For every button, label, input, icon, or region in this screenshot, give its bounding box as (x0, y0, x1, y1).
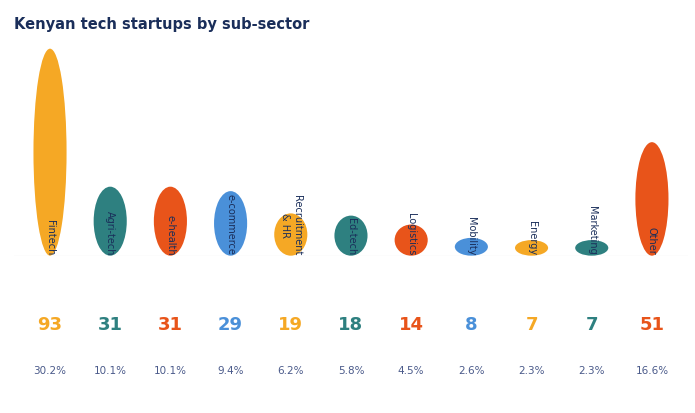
Text: 6.2%: 6.2% (277, 365, 304, 375)
Text: 2.3%: 2.3% (578, 365, 605, 375)
Text: Mobility: Mobility (466, 216, 476, 254)
Ellipse shape (635, 143, 669, 256)
Text: 4.5%: 4.5% (398, 365, 425, 375)
Text: 9.4%: 9.4% (218, 365, 244, 375)
Text: 5.8%: 5.8% (338, 365, 364, 375)
Ellipse shape (515, 240, 548, 256)
Text: 14: 14 (399, 316, 424, 333)
Ellipse shape (94, 187, 126, 256)
Text: 51: 51 (639, 316, 664, 333)
Text: 10.1%: 10.1% (94, 365, 126, 375)
Ellipse shape (395, 225, 427, 256)
Ellipse shape (334, 216, 368, 256)
Text: 7: 7 (525, 316, 538, 333)
Text: 16.6%: 16.6% (635, 365, 669, 375)
Text: 2.6%: 2.6% (458, 365, 484, 375)
Text: 31: 31 (98, 316, 123, 333)
Text: e-commerce: e-commerce (226, 194, 236, 254)
Text: Other: Other (647, 227, 657, 254)
Text: Marketing: Marketing (587, 206, 597, 254)
Text: Fintech: Fintech (45, 219, 55, 254)
Ellipse shape (455, 238, 488, 256)
Text: 30.2%: 30.2% (33, 365, 67, 375)
Ellipse shape (214, 192, 247, 256)
Ellipse shape (275, 214, 307, 256)
Text: 31: 31 (158, 316, 183, 333)
Text: 93: 93 (38, 316, 63, 333)
Text: 19: 19 (278, 316, 303, 333)
Text: Agri-tech: Agri-tech (105, 210, 115, 254)
Text: 18: 18 (338, 316, 363, 333)
Text: Logistics: Logistics (406, 212, 416, 254)
Text: 29: 29 (218, 316, 243, 333)
Text: 7: 7 (585, 316, 598, 333)
Text: 2.3%: 2.3% (518, 365, 545, 375)
Text: Energy: Energy (527, 221, 537, 254)
Ellipse shape (154, 187, 187, 256)
Text: e-health: e-health (165, 214, 175, 254)
Ellipse shape (575, 240, 608, 256)
Text: Kenyan tech startups by sub-sector: Kenyan tech startups by sub-sector (14, 17, 309, 31)
Text: Ed-tech: Ed-tech (346, 218, 356, 254)
Ellipse shape (33, 50, 67, 256)
Text: 10.1%: 10.1% (154, 365, 187, 375)
Text: Recruitment
& HR: Recruitment & HR (280, 195, 302, 254)
Text: 8: 8 (465, 316, 477, 333)
